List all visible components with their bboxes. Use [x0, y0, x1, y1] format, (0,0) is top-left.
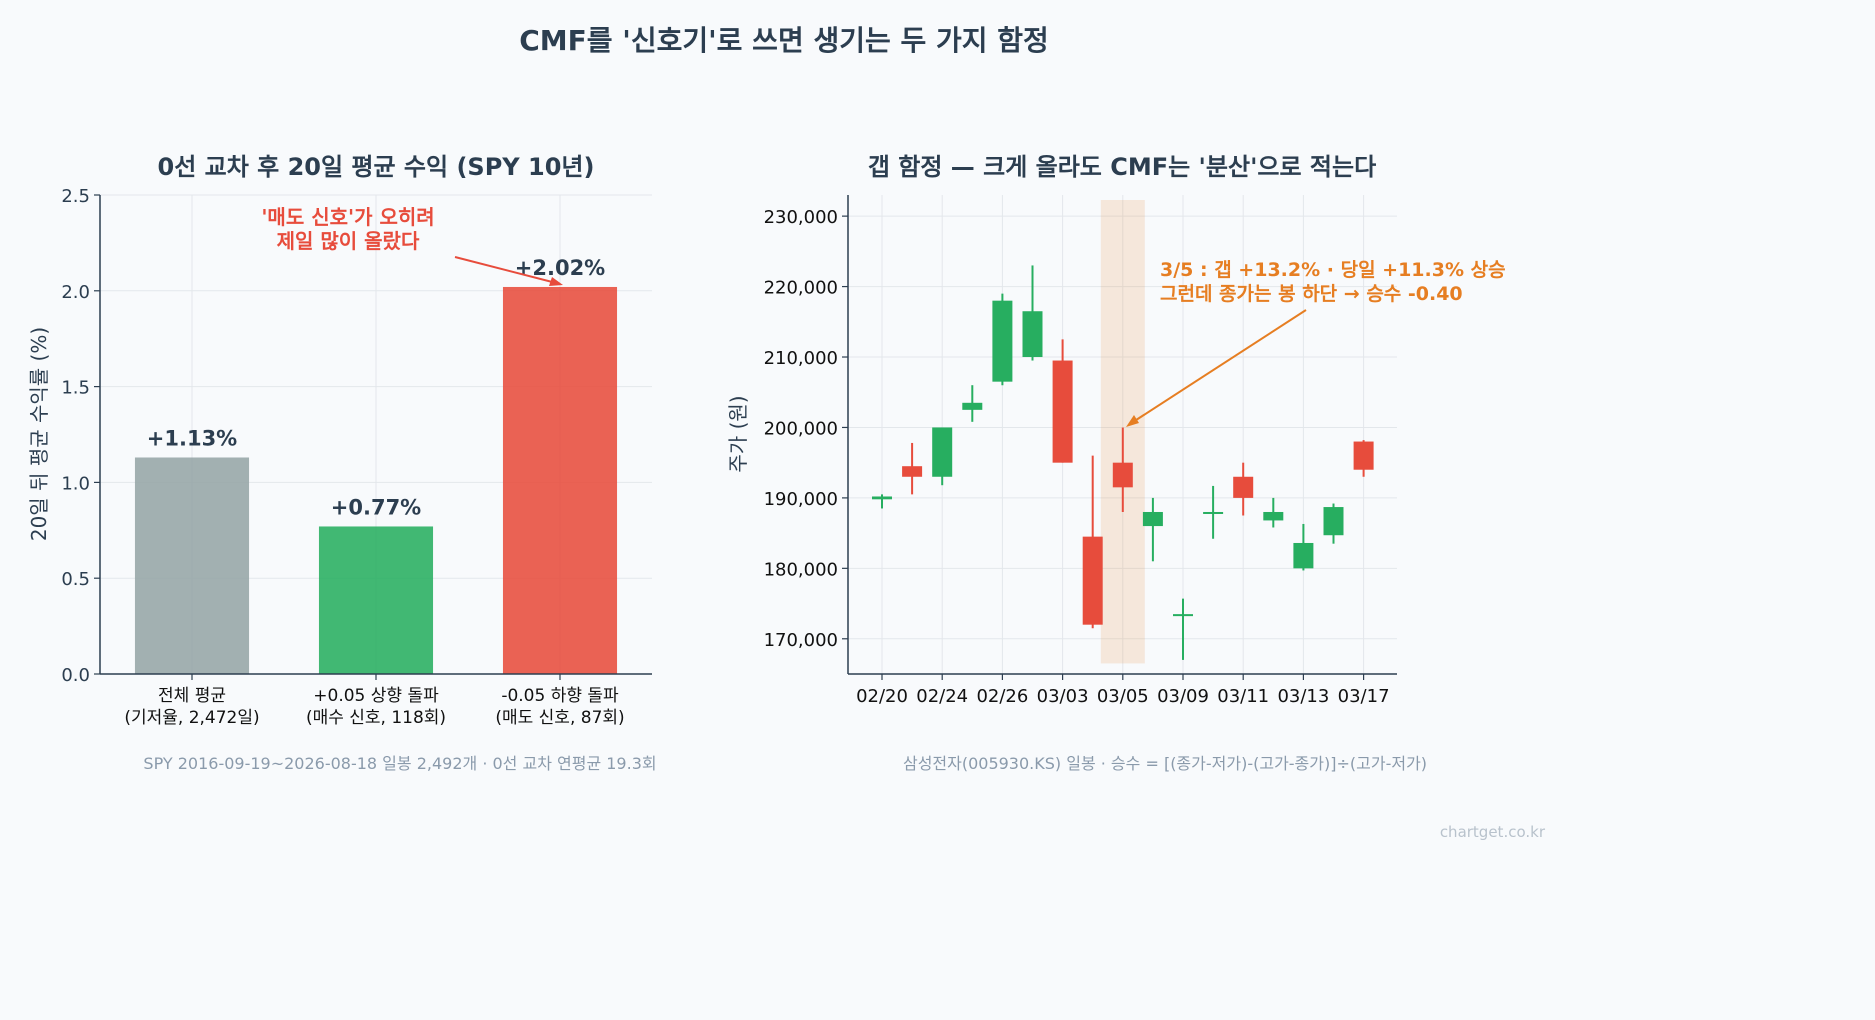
right-annotation: 3/5 : 갭 +13.2% · 당일 +11.3% 상승 그런데 종가는 봉 … [1126, 259, 1506, 427]
left-x-tick-label: +0.05 상향 돌파 [313, 686, 439, 706]
right-annotation-arrowhead [1126, 415, 1139, 427]
right-y-tick-label: 230,000 [764, 207, 838, 228]
candle-body [1112, 462, 1133, 488]
right-chart: 갭 함정 — 크게 올라도 CMF는 '분산'으로 적는다 170,000 180… [726, 153, 1506, 773]
right-y-tick-label: 220,000 [764, 278, 838, 299]
right-annotation-line-2: 그런데 종가는 봉 하단 → 승수 -0.40 [1160, 283, 1463, 305]
right-annotation-arrow [1132, 309, 1307, 423]
right-annotation-line-1: 3/5 : 갭 +13.2% · 당일 +11.3% 상승 [1160, 259, 1506, 281]
left-caption: SPY 2016-09-19~2026-08-18 일봉 2,492개 · 0선… [143, 754, 656, 773]
left-annotation-arrowhead [549, 277, 563, 286]
right-y-tick-label: 180,000 [764, 559, 838, 580]
right-x-tick-label: 03/17 [1338, 686, 1390, 707]
candle-body [992, 300, 1013, 382]
candle-body [1293, 542, 1314, 569]
left-annotation-arrow [454, 256, 561, 285]
left-bar-value-label: +0.77% [331, 495, 421, 519]
left-bar-value-label: +1.13% [147, 426, 237, 450]
left-bar [318, 526, 434, 674]
right-x-tick-label: 02/24 [916, 686, 968, 707]
right-x-tick-label: 03/09 [1157, 686, 1209, 707]
right-y-tick-label: 170,000 [764, 630, 838, 651]
left-chart-title: 0선 교차 후 20일 평균 수익 (SPY 10년) [158, 153, 595, 181]
candle-body [872, 496, 892, 500]
left-value-labels: +1.13%+0.77%+2.02% [147, 256, 605, 520]
left-y-tick-label: 2.5 [61, 186, 90, 207]
left-x-tick-label: -0.05 하향 돌파 [501, 686, 619, 706]
left-y-tick-label: 0.5 [61, 569, 90, 590]
left-y-axis-label: 20일 뒤 평균 수익률 (%) [27, 327, 51, 541]
right-candles [872, 265, 1374, 660]
candle-body [902, 466, 923, 477]
watermark: chartget.co.kr [1440, 823, 1546, 841]
right-y-axis-label: 주가 (원) [726, 395, 750, 472]
left-x-tick-label: (매수 신호, 118회) [306, 708, 446, 728]
left-x-tick-label: 전체 평균 [158, 686, 226, 706]
candle-body [1323, 507, 1344, 536]
right-chart-title: 갭 함정 — 크게 올라도 CMF는 '분산'으로 적는다 [868, 153, 1376, 181]
candle-body [1052, 360, 1073, 463]
right-y-tick-label: 200,000 [764, 418, 838, 439]
left-x-ticks: 전체 평균(기저율, 2,472일) +0.05 상향 돌파(매수 신호, 118… [124, 674, 625, 728]
candle-body [962, 402, 983, 410]
left-bar [502, 286, 618, 674]
right-y-tick-label: 190,000 [764, 489, 838, 510]
right-y-ticks: 170,000 180,000 190,000 200,000 210,000 220,0… [764, 207, 848, 651]
left-annotation-line-2: 제일 많이 올랐다 [277, 229, 420, 253]
figure-title: CMF를 '신호기'로 쓰면 생기는 두 가지 함정 [519, 24, 1049, 57]
candle-body [1173, 614, 1193, 617]
right-x-tick-label: 02/20 [856, 686, 908, 707]
candle-body [932, 427, 953, 477]
left-annotation: '매도 신호'가 오히려 제일 많이 올랐다 [261, 205, 563, 286]
left-annotation-line-1: '매도 신호'가 오히려 [261, 205, 434, 229]
candle-body [1353, 441, 1374, 470]
right-x-tick-label: 03/03 [1037, 686, 1089, 707]
left-chart: 0선 교차 후 20일 평균 수익 (SPY 10년) 0.0 0.5 1.0 1.5… [27, 153, 657, 773]
candle-body [1233, 476, 1254, 498]
right-grid [848, 195, 1397, 674]
figure: CMF를 '신호기'로 쓰면 생기는 두 가지 함정 0선 교차 후 20일 평… [27, 24, 1546, 841]
left-y-ticks: 0.0 0.5 1.0 1.5 2.0 2.5 [61, 186, 100, 686]
right-x-ticks: 02/20 02/24 02/26 03/03 03/05 03/09 03/11 03/13… [856, 674, 1390, 707]
left-y-tick-label: 1.5 [61, 378, 90, 399]
right-x-tick-label: 03/05 [1097, 686, 1149, 707]
left-y-tick-label: 0.0 [61, 665, 90, 686]
candle-body [1142, 511, 1163, 527]
right-x-tick-label: 03/13 [1277, 686, 1329, 707]
left-bars [134, 286, 618, 674]
right-caption: 삼성전자(005930.KS) 일봉 · 승수 = [(종가-저가)-(고가-종… [903, 754, 1427, 773]
candle-body [1082, 536, 1103, 625]
candle-body [1203, 511, 1224, 514]
left-x-tick-label: (기저율, 2,472일) [124, 708, 259, 728]
left-x-tick-label: (매도 신호, 87회) [495, 708, 624, 728]
left-y-tick-label: 2.0 [61, 282, 90, 303]
candle-body [1022, 311, 1043, 358]
left-y-tick-label: 1.0 [61, 473, 90, 494]
candle-body [1263, 511, 1284, 521]
left-bar [134, 457, 250, 674]
right-x-tick-label: 02/26 [976, 686, 1028, 707]
right-x-tick-label: 03/11 [1217, 686, 1269, 707]
right-y-tick-label: 210,000 [764, 348, 838, 369]
